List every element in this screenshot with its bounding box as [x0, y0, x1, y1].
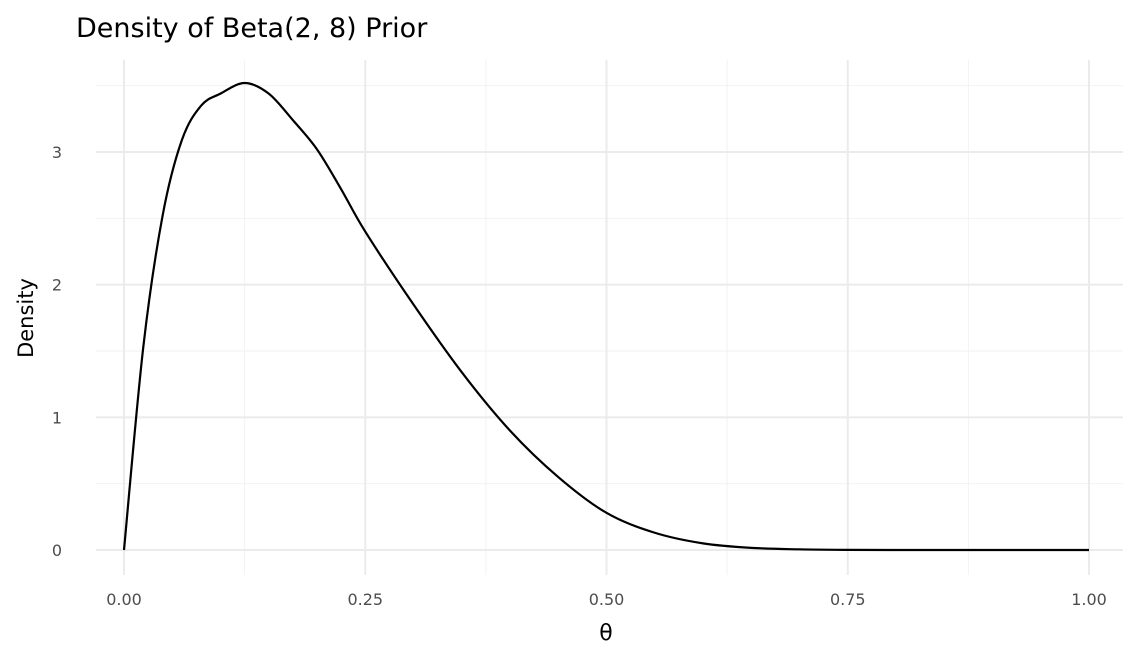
y-tick-labels: 0 1 2 3 [52, 143, 62, 560]
x-tick-label: 0.00 [106, 590, 142, 609]
x-tick-label: 0.25 [347, 590, 383, 609]
density-curve [122, 81, 1089, 552]
x-tick-label: 0.75 [830, 590, 866, 609]
chart-title: Density of Beta(2, 8) Prior [76, 13, 428, 44]
minor-gridlines [96, 60, 1123, 575]
major-gridlines [96, 60, 1123, 575]
x-tick-labels: 0.00 0.25 0.50 0.75 1.00 [106, 590, 1107, 609]
y-tick-label: 3 [52, 143, 62, 162]
series-layer [122, 81, 1089, 552]
y-axis-title: Density [14, 278, 38, 358]
y-tick-label: 0 [52, 541, 62, 560]
x-tick-label: 1.00 [1071, 590, 1107, 609]
x-axis-title: θ [599, 621, 612, 645]
y-tick-label: 1 [52, 408, 62, 427]
y-tick-label: 2 [52, 276, 62, 295]
x-tick-label: 0.50 [589, 590, 625, 609]
